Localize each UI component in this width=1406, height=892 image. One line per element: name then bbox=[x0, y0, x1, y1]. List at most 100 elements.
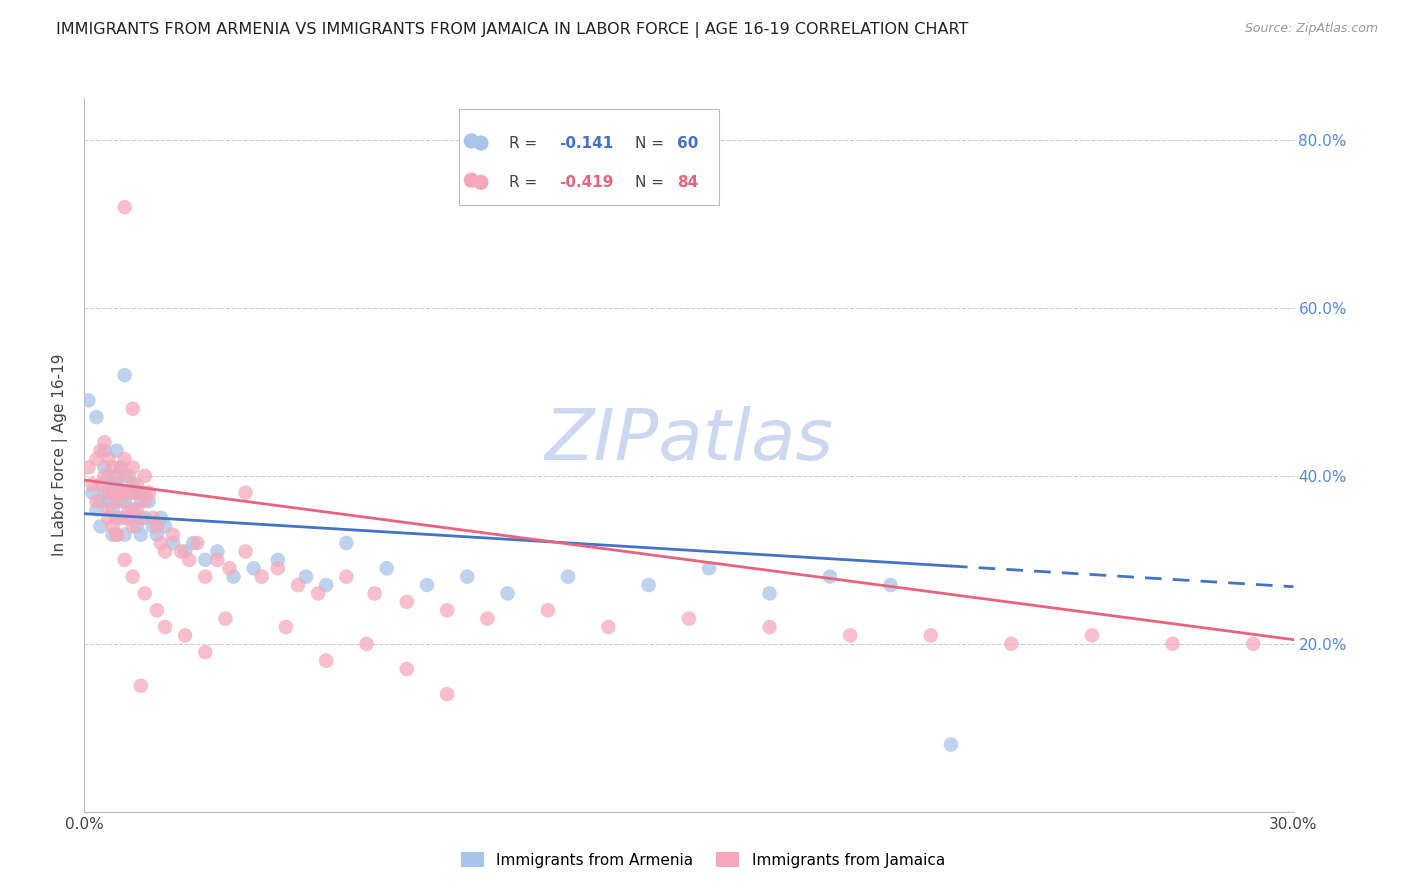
Point bbox=[375, 561, 398, 575]
Y-axis label: In Labor Force | Age 16-19: In Labor Force | Age 16-19 bbox=[52, 353, 69, 557]
Point bbox=[537, 603, 560, 617]
Point bbox=[267, 553, 290, 567]
Point bbox=[222, 569, 245, 583]
Point bbox=[207, 553, 229, 567]
Point bbox=[105, 494, 128, 508]
Text: R =: R = bbox=[499, 134, 533, 148]
Point bbox=[105, 443, 128, 458]
Point bbox=[335, 569, 357, 583]
Point bbox=[194, 569, 217, 583]
Text: 60: 60 bbox=[671, 134, 692, 148]
Point bbox=[114, 553, 136, 567]
Point bbox=[218, 561, 240, 575]
Point bbox=[121, 401, 143, 416]
Point bbox=[129, 494, 152, 508]
Point bbox=[114, 368, 136, 383]
Point bbox=[274, 620, 297, 634]
Point bbox=[77, 460, 100, 475]
Point bbox=[267, 561, 290, 575]
Point bbox=[114, 511, 136, 525]
Point bbox=[110, 511, 132, 525]
Point bbox=[97, 494, 120, 508]
Point bbox=[287, 578, 309, 592]
Point bbox=[118, 485, 141, 500]
Point bbox=[89, 477, 111, 491]
Point bbox=[416, 578, 439, 592]
Point bbox=[395, 595, 418, 609]
Point bbox=[496, 586, 519, 600]
Text: 84: 84 bbox=[676, 175, 699, 190]
Point bbox=[105, 527, 128, 541]
Text: 84: 84 bbox=[671, 173, 692, 187]
Point bbox=[97, 469, 120, 483]
Point bbox=[162, 536, 184, 550]
Point bbox=[162, 527, 184, 541]
Point bbox=[101, 502, 124, 516]
Point bbox=[1362, 62, 1385, 76]
Point bbox=[121, 460, 143, 475]
Point bbox=[129, 485, 152, 500]
Point bbox=[295, 569, 318, 583]
Point bbox=[146, 603, 169, 617]
Point bbox=[839, 628, 862, 642]
Point bbox=[235, 485, 257, 500]
Point bbox=[207, 544, 229, 558]
Text: -0.419: -0.419 bbox=[560, 175, 614, 190]
Point bbox=[101, 519, 124, 533]
Point bbox=[356, 637, 378, 651]
Point bbox=[110, 485, 132, 500]
Point bbox=[637, 578, 659, 592]
Point bbox=[1362, 15, 1385, 29]
Point bbox=[186, 536, 208, 550]
Point bbox=[121, 485, 143, 500]
Point bbox=[1000, 637, 1022, 651]
Point bbox=[101, 460, 124, 475]
Point bbox=[142, 511, 165, 525]
Point bbox=[82, 485, 104, 500]
Point bbox=[134, 586, 156, 600]
Point bbox=[242, 561, 264, 575]
Point bbox=[101, 485, 124, 500]
Point bbox=[118, 469, 141, 483]
Point bbox=[235, 544, 257, 558]
Point bbox=[250, 569, 273, 583]
Point bbox=[114, 494, 136, 508]
Point bbox=[89, 519, 111, 533]
Point bbox=[97, 452, 120, 467]
Legend: Immigrants from Armenia, Immigrants from Jamaica: Immigrants from Armenia, Immigrants from… bbox=[454, 844, 952, 875]
Point bbox=[920, 628, 942, 642]
Point bbox=[129, 511, 152, 525]
Text: IMMIGRANTS FROM ARMENIA VS IMMIGRANTS FROM JAMAICA IN LABOR FORCE | AGE 16-19 CO: IMMIGRANTS FROM ARMENIA VS IMMIGRANTS FR… bbox=[56, 22, 969, 38]
Point bbox=[105, 477, 128, 491]
Point bbox=[477, 612, 499, 626]
Point bbox=[315, 578, 337, 592]
Point bbox=[114, 200, 136, 214]
Point bbox=[307, 586, 329, 600]
Point bbox=[194, 553, 217, 567]
Point bbox=[101, 477, 124, 491]
Point bbox=[97, 511, 120, 525]
Point bbox=[142, 519, 165, 533]
Point bbox=[121, 519, 143, 533]
Point bbox=[110, 460, 132, 475]
Point bbox=[121, 477, 143, 491]
Point bbox=[93, 469, 115, 483]
Text: N =: N = bbox=[628, 134, 662, 148]
Point bbox=[77, 393, 100, 408]
Point bbox=[1161, 637, 1184, 651]
Point bbox=[153, 544, 176, 558]
Point bbox=[1081, 628, 1104, 642]
Point bbox=[125, 519, 148, 533]
Point bbox=[149, 511, 172, 525]
FancyBboxPatch shape bbox=[460, 109, 720, 205]
Text: N =: N = bbox=[634, 175, 668, 190]
Point bbox=[93, 435, 115, 450]
Point bbox=[134, 469, 156, 483]
Point bbox=[181, 536, 204, 550]
Point bbox=[138, 485, 160, 500]
Point bbox=[697, 561, 720, 575]
Point bbox=[153, 519, 176, 533]
Point bbox=[86, 452, 108, 467]
Text: R =: R = bbox=[509, 175, 541, 190]
Point bbox=[97, 502, 120, 516]
